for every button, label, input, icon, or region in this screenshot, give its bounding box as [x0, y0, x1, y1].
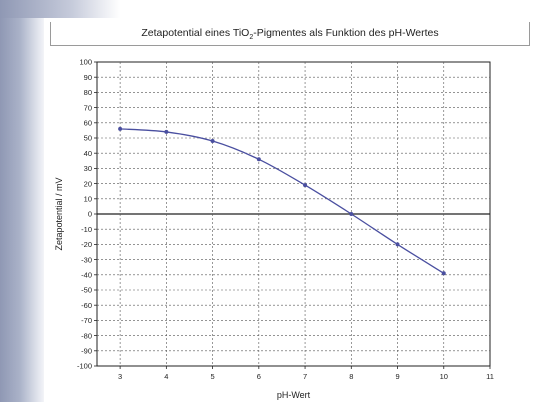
y-tick-label: 100 [79, 58, 92, 67]
y-axis-label: Zetapotential / mV [54, 177, 64, 250]
y-tick-label: -90 [81, 347, 92, 356]
left-decoration-strip [0, 0, 44, 402]
x-axis-label: pH-Wert [277, 390, 311, 400]
x-tick-label: 7 [303, 372, 307, 381]
chart-title-subscript: 2 [249, 34, 254, 42]
data-point [395, 242, 400, 247]
chart-title-rest: -Pigmentes als Funktion des pH-Wertes [253, 27, 439, 39]
data-point [349, 212, 354, 216]
data-point [441, 271, 446, 276]
title-frame [50, 22, 530, 46]
y-tick-label: -100 [77, 362, 92, 371]
y-tick-label: 40 [84, 149, 92, 158]
data-point [118, 126, 123, 131]
y-tick-label: -50 [81, 286, 92, 295]
data-point [164, 129, 169, 134]
data-point [210, 139, 215, 144]
x-tick-label: 3 [118, 372, 122, 381]
y-tick-label: 60 [84, 119, 92, 128]
y-tick-label: 20 [84, 179, 92, 188]
y-tick-label: 0 [88, 210, 92, 219]
y-tick-label: 30 [84, 164, 92, 173]
y-tick-label: -10 [81, 225, 92, 234]
y-tick-label: -30 [81, 255, 92, 264]
y-tick-label: 80 [84, 88, 92, 97]
series-line [120, 128, 445, 274]
x-tick-label: 11 [486, 372, 494, 381]
y-tick-label: -80 [81, 331, 92, 340]
data-point [303, 183, 308, 188]
y-tick-label: 70 [84, 103, 92, 112]
y-tick-label: -60 [81, 301, 92, 310]
y-tick-label: 90 [84, 73, 92, 82]
y-tick-label: 50 [84, 134, 92, 143]
x-tick-label: 4 [164, 372, 168, 381]
x-tick-label: 9 [395, 372, 399, 381]
x-tick-label: 6 [257, 372, 261, 381]
x-tick-label: 8 [349, 372, 353, 381]
y-tick-label: -20 [81, 240, 92, 249]
top-decoration-strip [0, 0, 120, 18]
y-tick-label: -40 [81, 271, 92, 280]
x-tick-label: 5 [211, 372, 215, 381]
chart-title-main: Zetapotential eines TiO [141, 27, 250, 39]
chart-title: Zetapotential eines TiO2-Pigmentes als F… [50, 27, 530, 41]
x-tick-label: 10 [440, 372, 448, 381]
y-tick-label: -70 [81, 316, 92, 325]
y-tick-label: 10 [84, 195, 92, 204]
data-point [256, 157, 261, 162]
